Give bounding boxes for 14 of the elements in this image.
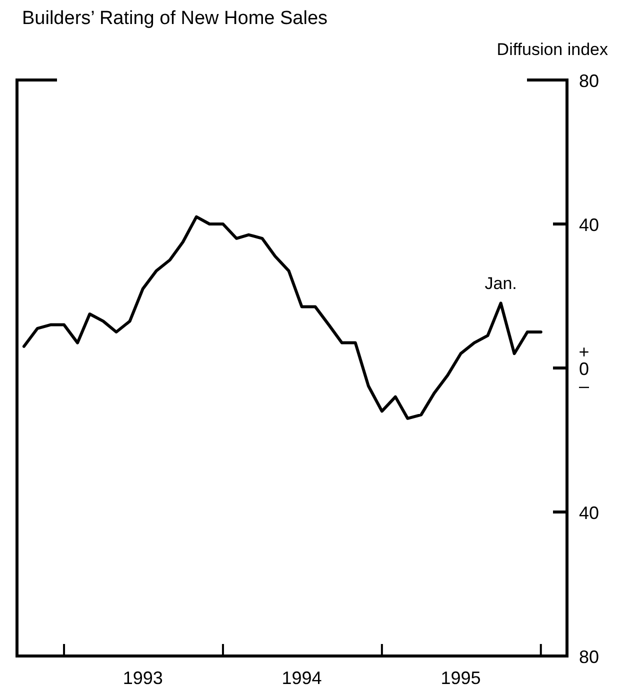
x-tick-label: 1994: [282, 668, 322, 688]
y-axis-title: Diffusion index: [496, 40, 608, 59]
y-tick-label: 40: [579, 503, 600, 523]
y-tick-label: 80: [579, 647, 600, 667]
y-tick-label: 80: [579, 71, 600, 91]
y-tick-label: 40: [579, 215, 600, 235]
text: +: [578, 342, 590, 362]
line-series: [22, 215, 542, 420]
annotation: Jan.: [484, 274, 517, 294]
chart-title: Builders’ Rating of New Home Sales: [22, 8, 328, 29]
text: –: [578, 376, 590, 396]
y-tick-label: 0: [579, 359, 590, 379]
x-tick-label: 1995: [440, 668, 481, 688]
x-tick-label: 1993: [122, 668, 163, 688]
